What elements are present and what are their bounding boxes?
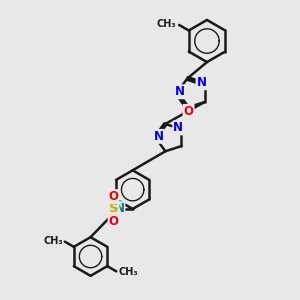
Text: CH₃: CH₃ xyxy=(43,236,63,246)
Text: N: N xyxy=(196,76,207,89)
Text: CH₃: CH₃ xyxy=(118,267,138,277)
Text: S: S xyxy=(109,202,118,215)
Text: H: H xyxy=(111,202,121,212)
Text: O: O xyxy=(184,105,194,118)
Text: O: O xyxy=(109,190,118,203)
Text: N: N xyxy=(173,122,183,134)
Text: N: N xyxy=(115,202,124,215)
Text: N: N xyxy=(175,85,185,98)
Text: O: O xyxy=(109,215,118,228)
Text: N: N xyxy=(154,130,164,143)
Text: CH₃: CH₃ xyxy=(157,19,176,29)
